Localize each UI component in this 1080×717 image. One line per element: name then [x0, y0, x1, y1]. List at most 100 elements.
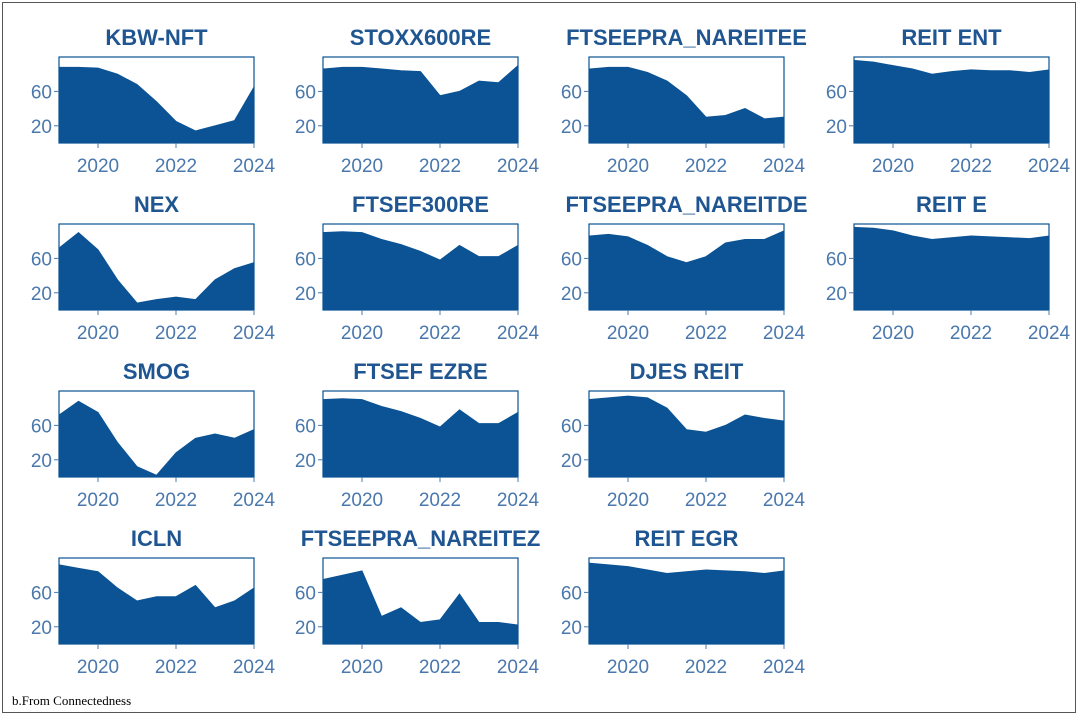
y-tick-label: 20 — [561, 618, 582, 639]
x-tick-label: 2024 — [763, 323, 806, 344]
x-tick-label: 2024 — [763, 490, 806, 511]
x-tick-label: 2020 — [607, 323, 649, 344]
x-tick-label: 2022 — [950, 156, 992, 177]
chart-title: REIT E — [916, 192, 987, 217]
x-tick-label: 2022 — [419, 323, 461, 344]
x-tick-label: 2024 — [233, 657, 276, 678]
chart-title: NEX — [134, 192, 180, 217]
y-tick-label: 20 — [31, 117, 52, 138]
y-tick-label: 20 — [31, 451, 52, 472]
chart-panel: REIT ENT 20 60 2020 2022 2024 — [826, 25, 1071, 177]
y-tick-label: 60 — [295, 583, 316, 604]
panel-border — [58, 557, 255, 645]
x-tick-label: 2024 — [497, 323, 540, 344]
x-tick-label: 2022 — [950, 323, 992, 344]
y-tick-label: 20 — [561, 117, 582, 138]
chart-title: ICLN — [131, 526, 182, 551]
y-tick-label: 60 — [295, 82, 316, 103]
x-tick-label: 2022 — [155, 490, 197, 511]
y-tick-label: 60 — [31, 583, 52, 604]
y-tick-label: 20 — [295, 284, 316, 305]
x-tick-label: 2020 — [607, 156, 649, 177]
y-tick-label: 20 — [561, 284, 582, 305]
y-tick-label: 60 — [561, 583, 582, 604]
panel-border — [853, 223, 1050, 311]
x-tick-label: 2020 — [607, 657, 649, 678]
x-tick-label: 2022 — [155, 323, 197, 344]
x-tick-label: 2020 — [341, 490, 383, 511]
panel-border — [322, 557, 519, 645]
x-tick-label: 2020 — [77, 490, 119, 511]
panel-border — [588, 557, 785, 645]
panel-border — [58, 56, 255, 144]
x-tick-label: 2024 — [1028, 323, 1071, 344]
x-tick-label: 2022 — [419, 490, 461, 511]
panel-border — [322, 223, 519, 311]
chart-panel: FTSEEPRA_NAREITDE 20 60 2020 2022 2024 — [561, 192, 808, 344]
area-series — [322, 570, 519, 645]
y-tick-label: 60 — [295, 249, 316, 270]
panel-border — [322, 390, 519, 478]
x-tick-label: 2020 — [872, 156, 914, 177]
x-tick-label: 2020 — [341, 323, 383, 344]
chart-panel: FTSEF EZRE 20 60 2020 2022 2024 — [295, 359, 540, 511]
y-tick-label: 20 — [561, 451, 582, 472]
y-tick-label: 60 — [31, 82, 52, 103]
x-tick-label: 2022 — [155, 156, 197, 177]
area-series — [58, 564, 255, 645]
y-tick-label: 20 — [31, 618, 52, 639]
chart-panel: SMOG 20 60 2020 2022 2024 — [31, 359, 276, 511]
panel-border — [853, 56, 1050, 144]
chart-title: REIT ENT — [901, 25, 1002, 50]
area-series — [853, 226, 1050, 311]
x-tick-label: 2020 — [77, 657, 119, 678]
area-series — [588, 66, 785, 144]
panel-border — [322, 56, 519, 144]
x-tick-label: 2022 — [685, 490, 727, 511]
x-tick-label: 2022 — [155, 657, 197, 678]
x-tick-label: 2024 — [233, 156, 276, 177]
y-tick-label: 20 — [826, 117, 847, 138]
area-series — [58, 400, 255, 478]
chart-title: STOXX600RE — [350, 25, 491, 50]
y-tick-label: 60 — [826, 82, 847, 103]
chart-title: FTSEF EZRE — [353, 359, 487, 384]
x-tick-label: 2024 — [763, 156, 806, 177]
chart-panel: REIT E 20 60 2020 2022 2024 — [826, 192, 1071, 344]
y-tick-label: 60 — [561, 249, 582, 270]
x-tick-label: 2020 — [341, 657, 383, 678]
area-series — [853, 59, 1050, 144]
chart-panel: FTSEEPRA_NAREITEZ 20 60 2020 2022 2024 — [295, 526, 540, 678]
x-tick-label: 2024 — [497, 490, 540, 511]
chart-title: DJES REIT — [630, 359, 744, 384]
x-tick-label: 2024 — [497, 657, 540, 678]
chart-title: SMOG — [123, 359, 190, 384]
chart-panel: REIT EGR 20 60 2020 2022 2024 — [561, 526, 806, 678]
chart-panel: FTSEF300RE 20 60 2020 2022 2024 — [295, 192, 540, 344]
y-tick-label: 60 — [31, 416, 52, 437]
chart-panel: ICLN 20 60 2020 2022 2024 — [31, 526, 276, 678]
chart-title: FTSEEPRA_NAREITEE — [566, 25, 807, 50]
panel-border — [588, 390, 785, 478]
x-tick-label: 2024 — [233, 490, 276, 511]
x-tick-label: 2020 — [341, 156, 383, 177]
x-tick-label: 2022 — [419, 657, 461, 678]
x-tick-label: 2024 — [233, 323, 276, 344]
x-tick-label: 2020 — [77, 323, 119, 344]
x-tick-label: 2024 — [1028, 156, 1071, 177]
area-series — [322, 398, 519, 478]
x-tick-label: 2024 — [497, 156, 540, 177]
panel-border — [588, 56, 785, 144]
figure-caption: b.From Connectedness — [12, 693, 132, 708]
x-tick-label: 2022 — [685, 657, 727, 678]
y-tick-label: 20 — [295, 618, 316, 639]
area-series — [588, 230, 785, 311]
x-tick-label: 2020 — [872, 323, 914, 344]
panel-border — [58, 390, 255, 478]
y-tick-label: 60 — [31, 249, 52, 270]
y-tick-label: 60 — [826, 249, 847, 270]
x-tick-label: 2022 — [419, 156, 461, 177]
y-tick-label: 20 — [826, 284, 847, 305]
